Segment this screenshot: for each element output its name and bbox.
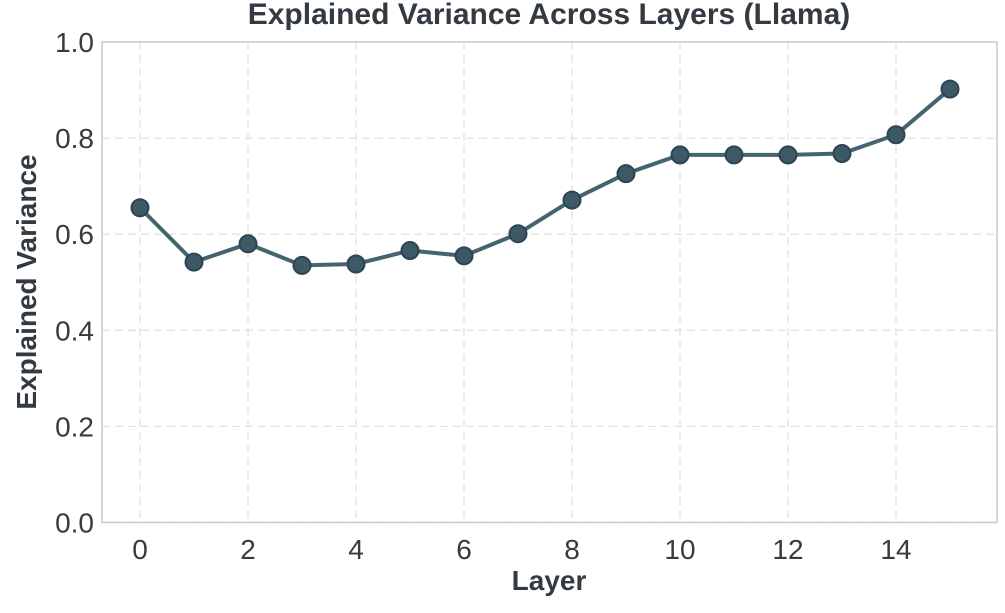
data-point (670, 145, 690, 165)
data-point (724, 145, 744, 165)
x-tick-label: 12 (772, 534, 803, 565)
data-point (508, 224, 528, 244)
y-tick-label: 0.6 (55, 219, 94, 250)
y-axis-label: Explained Variance (11, 154, 42, 409)
data-point (400, 241, 420, 261)
y-tick-label: 0.4 (55, 315, 94, 346)
data-point (292, 255, 312, 275)
y-tick-label: 0.0 (55, 508, 94, 539)
data-point (832, 143, 852, 163)
data-point (562, 190, 582, 210)
y-tick-labels: 0.0 0.2 0.4 0.6 0.8 1.0 (55, 27, 94, 539)
data-point (454, 246, 474, 266)
gridlines (102, 41, 997, 524)
data-point (778, 145, 798, 165)
data-point (346, 254, 366, 274)
x-tick-label: 2 (240, 534, 256, 565)
x-tick-label: 14 (880, 534, 911, 565)
data-point (616, 164, 636, 184)
x-axis-label: Layer (512, 565, 587, 596)
y-tick-label: 0.8 (55, 123, 94, 154)
x-tick-label: 8 (564, 534, 580, 565)
x-tick-label: 10 (664, 534, 695, 565)
chart-title: Explained Variance Across Layers (Llama) (248, 0, 851, 31)
x-tick-labels: 0 2 4 6 8 10 12 14 (132, 534, 911, 565)
plot-frame (101, 41, 998, 524)
x-tick-label: 6 (456, 534, 472, 565)
data-point (886, 125, 906, 145)
data-point (130, 198, 150, 218)
y-tick-label: 0.2 (55, 411, 94, 442)
series-explained-variance (130, 79, 960, 275)
x-tick-label: 4 (348, 534, 364, 565)
data-point (940, 79, 960, 99)
series-line (138, 87, 952, 268)
x-tick-label: 0 (132, 534, 148, 565)
y-tick-label: 1.0 (55, 27, 94, 58)
data-point (238, 234, 258, 254)
data-point (184, 252, 204, 272)
